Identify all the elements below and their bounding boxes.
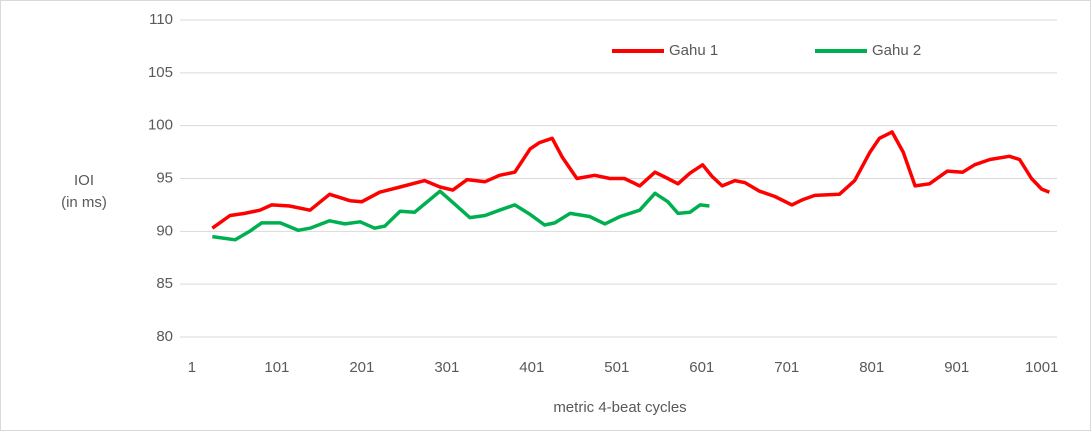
y-axis-title: IOI <box>74 172 94 189</box>
y-tick-label: 95 <box>156 169 173 186</box>
y-tick-label: 105 <box>148 64 173 81</box>
y-tick-label: 80 <box>156 328 173 345</box>
y-tick-label: 90 <box>156 222 173 239</box>
x-tick-label: 601 <box>689 359 714 376</box>
x-tick-label: 401 <box>519 359 544 376</box>
x-tick-label: 301 <box>434 359 459 376</box>
x-tick-label: 901 <box>944 359 969 376</box>
legend-label: Gahu 1 <box>669 42 718 59</box>
x-tick-label: 201 <box>349 359 374 376</box>
x-tick-label: 701 <box>774 359 799 376</box>
x-tick-label: 101 <box>264 359 289 376</box>
y-axis-title: (in ms) <box>61 194 107 211</box>
series-line <box>212 189 710 242</box>
y-tick-label: 110 <box>149 11 173 28</box>
series-line <box>211 130 1051 230</box>
y-tick-label: 85 <box>156 275 173 292</box>
x-tick-label: 501 <box>604 359 629 376</box>
legend-label: Gahu 2 <box>872 42 921 59</box>
x-tick-label: 1 <box>188 359 196 376</box>
x-axis-title: metric 4-beat cycles <box>553 399 686 416</box>
x-tick-label: 801 <box>859 359 884 376</box>
y-tick-label: 100 <box>148 117 173 134</box>
x-tick-label: 1001 <box>1025 359 1058 376</box>
